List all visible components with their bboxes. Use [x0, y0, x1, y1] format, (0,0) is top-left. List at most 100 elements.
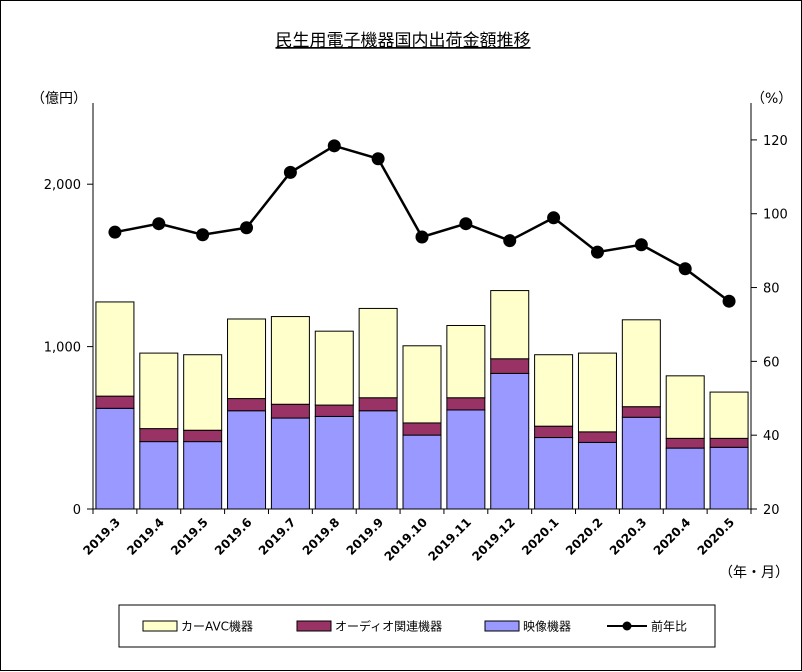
yoy-point: [108, 225, 122, 239]
bar-segment: [402, 345, 442, 424]
bar-segment: [95, 407, 135, 510]
bar-segment: [402, 422, 442, 436]
bar-segment: [402, 434, 442, 510]
yoy-point: [634, 238, 648, 252]
category-label: 2019.5: [168, 515, 211, 558]
bar-segment: [665, 375, 705, 439]
right-tick-label: 20: [763, 503, 780, 518]
bar-segment: [358, 410, 398, 510]
legend-swatch: [142, 620, 178, 632]
left-axis-unit: （億円）: [31, 91, 87, 107]
category-label: 2019.3: [80, 515, 123, 558]
bar-segment: [358, 397, 398, 412]
category-label: 2019.12: [469, 515, 518, 564]
bar-segment: [490, 372, 530, 510]
legend-label: 映像機器: [523, 619, 571, 634]
yoy-line: [114, 144, 730, 303]
legend-label: オーディオ関連機器: [335, 619, 442, 634]
category-label: 2020.5: [695, 515, 738, 558]
yoy-point: [503, 234, 517, 248]
bar-segment: [490, 358, 530, 374]
bar-segment: [95, 395, 135, 409]
bar-segment: [709, 391, 749, 439]
bar-segment: [490, 290, 530, 360]
bar-segment: [709, 437, 749, 448]
bar-segment: [446, 324, 486, 399]
left-tick-label: 0: [73, 503, 81, 518]
bar-segment: [139, 352, 179, 430]
left-tick-label: 1,000: [44, 341, 81, 356]
yoy-point: [240, 221, 254, 235]
bar-segment: [446, 409, 486, 510]
category-label: 2019.9: [344, 515, 387, 558]
bar-segment: [314, 330, 354, 406]
bar-segment: [534, 437, 574, 510]
yoy-point: [678, 262, 692, 276]
chart-title: 民生用電子機器国内出荷金額推移: [276, 31, 531, 51]
legend-swatch: [484, 620, 520, 632]
bar-segment: [446, 397, 486, 411]
category-label: 2019.10: [382, 515, 431, 564]
yoy-point: [590, 245, 604, 259]
bar-segment: [534, 354, 574, 427]
bar-segment: [270, 403, 310, 419]
bar-segment: [139, 441, 179, 510]
bar-segment: [577, 431, 617, 443]
yoy-point: [415, 230, 429, 244]
bar-segment: [270, 316, 310, 405]
category-label: 2020.1: [519, 515, 562, 558]
bar-segment: [621, 406, 661, 418]
bar-segment: [577, 441, 617, 510]
bar-segment: [183, 354, 223, 431]
yoy-point: [196, 228, 210, 242]
bar-segment: [709, 446, 749, 510]
bar-segment: [95, 301, 135, 397]
bar-segment: [358, 307, 398, 399]
category-label: 2019.11: [425, 515, 474, 564]
left-tick-label: 2,000: [44, 178, 81, 193]
yoy-point: [547, 211, 561, 225]
legend: カーAVC機器 オーディオ関連機器 映像機器 前年比: [118, 604, 716, 648]
category-label: 2020.3: [607, 515, 650, 558]
category-label: 2019.8: [300, 515, 343, 558]
legend-marker: [622, 621, 632, 631]
right-tick-label: 80: [763, 282, 780, 297]
right-tick-label: 120: [763, 134, 788, 149]
right-tick-label: 40: [763, 429, 780, 444]
yoy-point: [283, 165, 297, 179]
bar-segment: [227, 398, 267, 412]
bar-segment: [314, 404, 354, 417]
category-label: 2019.7: [256, 515, 299, 558]
category-label: 2020.4: [651, 515, 694, 558]
bar-segment: [621, 416, 661, 510]
bar-segment: [665, 447, 705, 510]
yoy-point: [722, 294, 736, 308]
bar-segment: [665, 437, 705, 449]
category-label: 2019.6: [212, 515, 255, 558]
bar-segment: [183, 441, 223, 510]
yoy-point: [459, 217, 473, 231]
right-tick-label: 60: [763, 355, 780, 370]
category-label: 2020.2: [563, 515, 606, 558]
bar-segment: [227, 410, 267, 510]
bar-segment: [270, 417, 310, 510]
yoy-point: [152, 217, 166, 231]
bar-segment: [534, 425, 574, 439]
right-axis-unit: （%）: [751, 91, 792, 107]
bar-segment: [314, 415, 354, 510]
category-label: 2019.4: [124, 515, 167, 558]
bar-segment: [621, 319, 661, 408]
legend-label: カーAVC機器: [181, 619, 253, 634]
legend-swatch: [296, 620, 332, 632]
bar-segment: [577, 352, 617, 433]
yoy-point: [327, 139, 341, 153]
bar-segment: [139, 428, 179, 443]
bar-segment: [227, 318, 267, 400]
yoy-point: [371, 152, 385, 166]
x-axis-unit: （年・月）: [719, 565, 789, 581]
right-tick-label: 100: [763, 208, 788, 223]
legend-label: 前年比: [651, 619, 687, 634]
